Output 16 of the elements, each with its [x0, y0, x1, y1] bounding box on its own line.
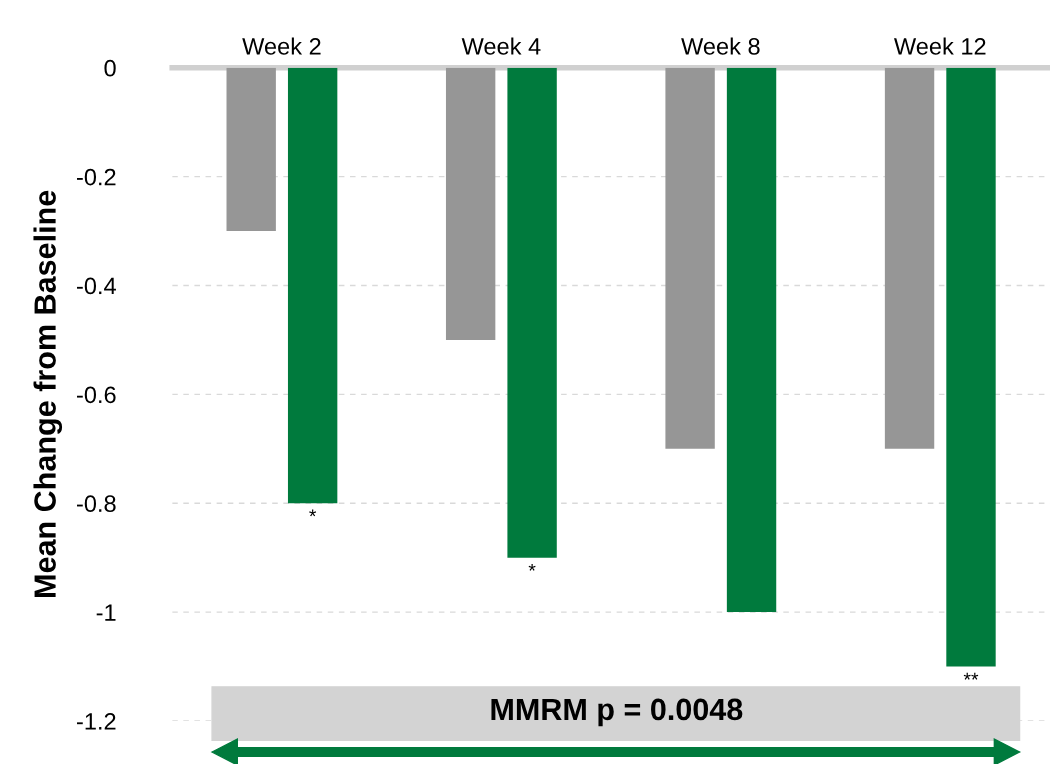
y-tick-label: 0	[104, 59, 116, 77]
y-tick-label: -0.2	[77, 168, 116, 186]
x-tick-label: Week 4	[461, 37, 541, 55]
annotation: **	[963, 672, 979, 680]
x-tick-label: Week 2	[242, 37, 321, 55]
y-tick-label: -0.8	[77, 495, 116, 513]
y-tick-label: -1.2	[77, 713, 116, 730]
y-axis-title: Mean Change from Baseline	[33, 190, 63, 597]
annotation: MMRM p = 0.0048	[491, 698, 743, 727]
annotation: *	[528, 563, 536, 571]
x-tick-label: Week 12	[894, 37, 986, 55]
x-tick-label: Week 8	[681, 37, 760, 55]
annotation: *	[309, 509, 317, 517]
y-tick-label: -0.6	[77, 386, 116, 404]
y-tick-label: -1	[96, 604, 116, 621]
y-tick-label: -0.4	[77, 277, 116, 295]
